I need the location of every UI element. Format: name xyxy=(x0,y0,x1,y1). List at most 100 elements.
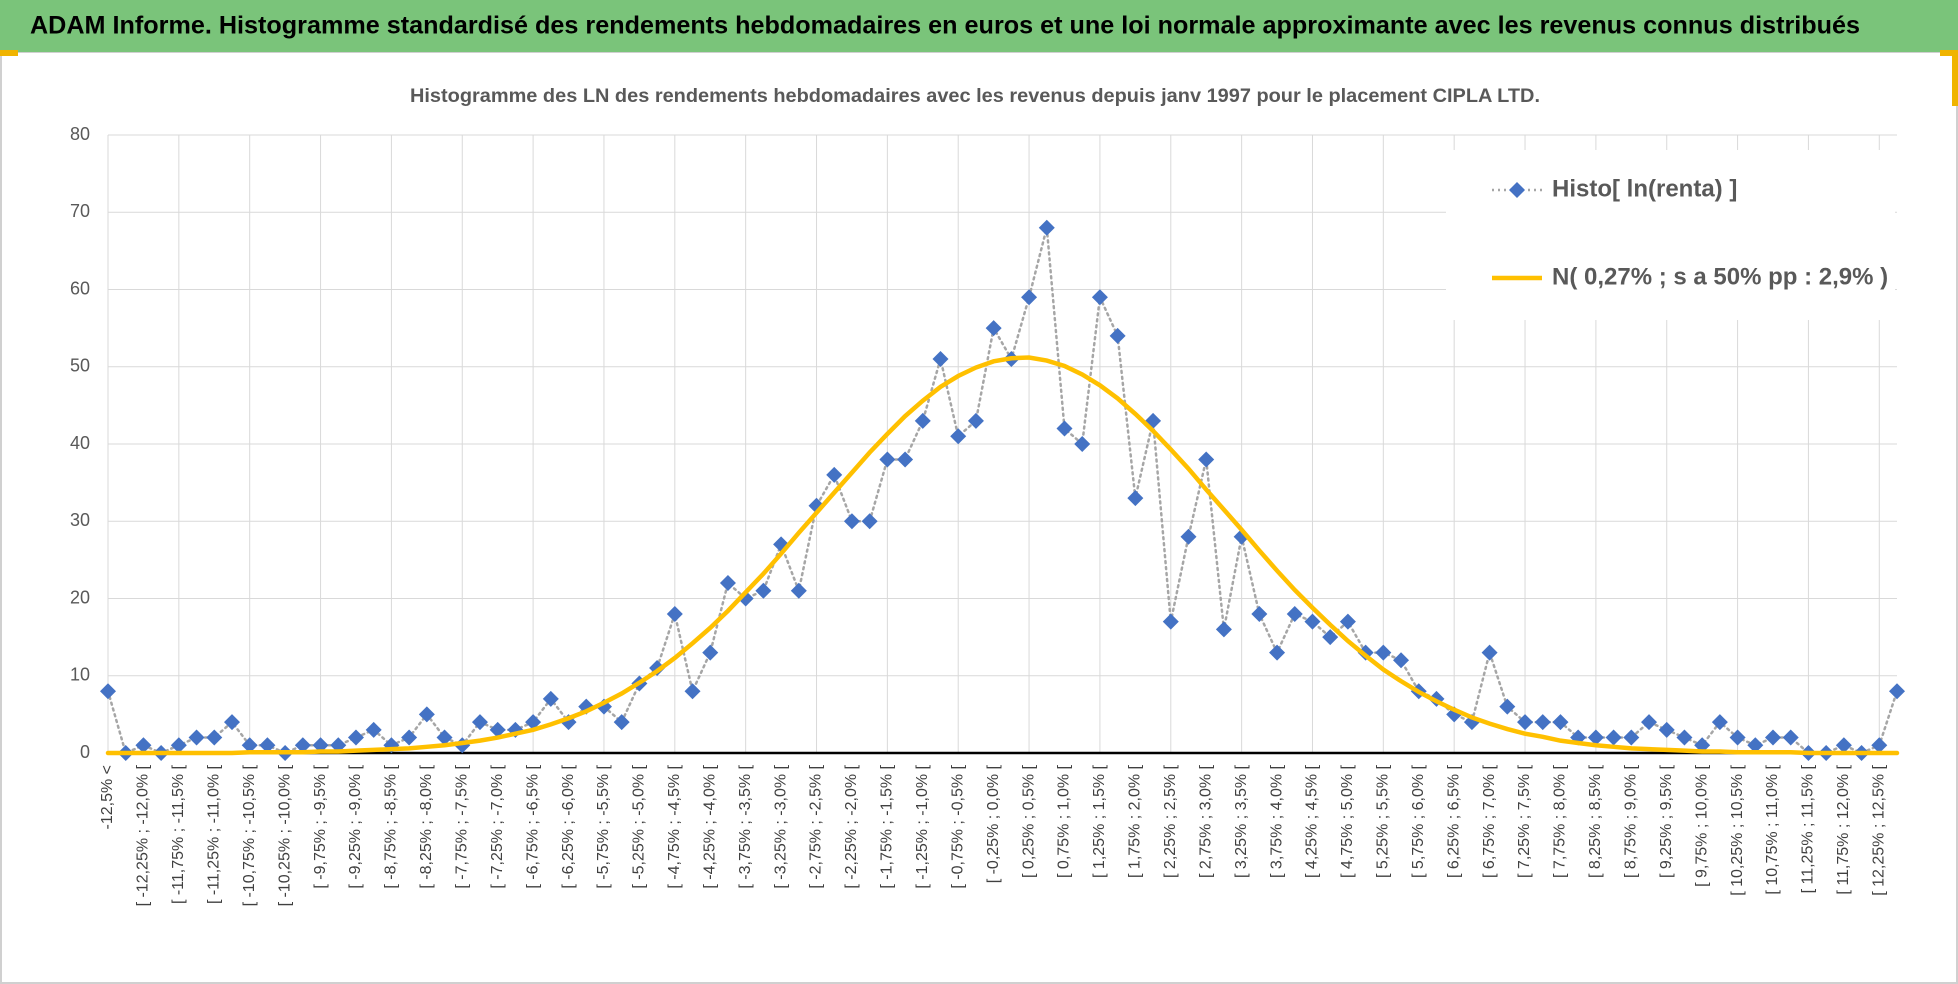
x-tick-label: [ -0,75% ; -0,5% [ xyxy=(949,764,966,888)
x-tick-label: [ 0,25% ; 0,5% [ xyxy=(1020,764,1037,878)
corner xyxy=(0,50,18,56)
marker xyxy=(1889,683,1905,700)
x-tick-label: [ 7,75% ; 8,0% [ xyxy=(1552,764,1569,878)
x-tick-label: [ -1,75% ; -1,5% [ xyxy=(879,764,896,888)
x-tick-label: [ -2,75% ; -2,5% [ xyxy=(808,764,825,888)
marker xyxy=(1871,737,1888,754)
marker xyxy=(1605,729,1622,746)
marker xyxy=(1304,613,1321,630)
chart-title: Histogramme des LN des rendements hebdom… xyxy=(410,86,1540,107)
marker xyxy=(418,706,435,723)
marker xyxy=(684,683,701,700)
corner xyxy=(1940,50,1958,56)
marker xyxy=(914,412,931,429)
x-tick-label: [ -11,25% ; -11,0% [ xyxy=(205,764,222,904)
x-tick-label: [ 1,75% ; 2,0% [ xyxy=(1127,764,1144,878)
marker xyxy=(843,513,860,530)
marker xyxy=(1215,621,1232,638)
y-tick-label: 60 xyxy=(70,278,90,298)
marker xyxy=(1109,327,1126,344)
marker xyxy=(666,605,683,622)
marker xyxy=(985,320,1002,337)
marker xyxy=(241,737,258,754)
marker xyxy=(861,513,878,530)
marker xyxy=(1782,729,1799,746)
x-tick-label: [ 12,25% ; 12,5% [ xyxy=(1871,764,1888,895)
marker xyxy=(826,466,843,483)
x-tick-label: [ -8,75% ; -8,5% [ xyxy=(383,764,400,888)
marker xyxy=(719,575,736,592)
marker xyxy=(950,428,967,445)
x-tick-label: [ -3,25% ; -3,0% [ xyxy=(772,764,789,888)
x-tick-label: [ -6,75% ; -6,5% [ xyxy=(524,764,541,888)
x-tick-label: [ 8,25% ; 8,5% [ xyxy=(1587,764,1604,878)
marker xyxy=(1074,436,1091,452)
marker xyxy=(1623,729,1640,746)
legend-label: Histo[ ln(renta) ] xyxy=(1552,175,1737,202)
marker xyxy=(1375,644,1392,661)
x-tick-label: [ 3,25% ; 3,5% [ xyxy=(1233,764,1250,878)
x-tick-label: [ 11,75% ; 12,0% [ xyxy=(1835,764,1852,894)
x-tick-label: [ -7,25% ; -7,0% [ xyxy=(489,764,506,888)
y-tick-label: 80 xyxy=(70,124,90,144)
x-tick-label: [ -0,25% ; 0,0% [ xyxy=(985,764,1002,883)
x-tick-label: [ 4,75% ; 5,0% [ xyxy=(1339,764,1356,878)
x-tick-label: [ 3,75% ; 4,0% [ xyxy=(1268,764,1285,878)
marker xyxy=(471,714,488,731)
marker xyxy=(1481,644,1498,661)
marker xyxy=(259,737,276,754)
marker xyxy=(790,582,807,599)
x-tick-label: [ 6,25% ; 6,5% [ xyxy=(1445,764,1462,878)
x-tick-label: [ -10,25% ; -10,0% [ xyxy=(276,764,293,906)
x-tick-label: [ 11,25% ; 11,5% [ xyxy=(1800,764,1817,893)
y-tick-label: 20 xyxy=(70,587,90,607)
marker xyxy=(1021,289,1038,306)
marker xyxy=(347,729,364,746)
x-tick-label: [ 4,25% ; 4,5% [ xyxy=(1304,764,1321,878)
x-tick-label: [ -12,25% ; -12,0% [ xyxy=(135,764,152,906)
x-tick-label: [ -1,25% ; -1,0% [ xyxy=(914,764,931,888)
marker xyxy=(525,714,542,731)
legend-label: N( 0,27% ; s a 50% pp : 2,9% ) xyxy=(1552,263,1888,290)
marker xyxy=(1658,721,1675,738)
marker xyxy=(1552,714,1569,731)
y-tick-label: 0 xyxy=(80,742,90,762)
marker xyxy=(967,412,984,429)
y-tick-label: 40 xyxy=(70,433,90,453)
marker xyxy=(1269,644,1286,661)
marker xyxy=(755,582,772,599)
marker xyxy=(1198,451,1215,468)
x-tick-label: [ 5,25% ; 5,5% [ xyxy=(1375,764,1392,878)
marker xyxy=(702,644,719,661)
marker xyxy=(1711,714,1728,731)
x-tick-label: [ -3,75% ; -3,5% [ xyxy=(737,764,754,888)
x-tick-label: [ 7,25% ; 7,5% [ xyxy=(1516,764,1533,878)
marker xyxy=(932,351,949,368)
marker xyxy=(1180,528,1197,545)
marker xyxy=(1747,737,1764,754)
x-tick-label: [ 1,25% ; 1,5% [ xyxy=(1091,764,1108,878)
x-tick-label: -12,5% < xyxy=(99,765,116,829)
x-tick-label: [ -9,75% ; -9,5% [ xyxy=(312,764,329,888)
marker xyxy=(1676,729,1693,746)
legend-marker xyxy=(1509,182,1525,198)
x-tick-label: [ -5,75% ; -5,5% [ xyxy=(595,764,612,888)
marker xyxy=(1835,737,1852,754)
marker xyxy=(294,737,311,754)
marker xyxy=(170,737,187,754)
marker xyxy=(1286,605,1303,622)
y-tick-label: 30 xyxy=(70,510,90,530)
marker xyxy=(897,451,914,468)
marker xyxy=(1251,605,1268,622)
marker xyxy=(223,714,240,731)
marker xyxy=(188,729,205,746)
marker xyxy=(1393,652,1410,669)
x-tick-label: [ -11,75% ; -11,5% [ xyxy=(170,764,187,904)
marker xyxy=(1127,490,1144,507)
marker xyxy=(401,729,418,746)
x-tick-label: [ 10,75% ; 11,0% [ xyxy=(1764,764,1781,894)
header-bar xyxy=(0,0,1958,52)
corner xyxy=(1952,56,1958,106)
x-tick-label: [ -4,75% ; -4,5% [ xyxy=(666,764,683,888)
marker xyxy=(436,729,453,746)
